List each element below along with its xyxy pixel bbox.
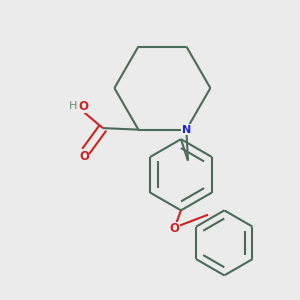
Text: O: O	[79, 150, 89, 164]
Text: O: O	[170, 222, 180, 236]
Text: O: O	[78, 100, 88, 112]
Text: H: H	[69, 101, 78, 111]
Text: N: N	[182, 124, 191, 135]
